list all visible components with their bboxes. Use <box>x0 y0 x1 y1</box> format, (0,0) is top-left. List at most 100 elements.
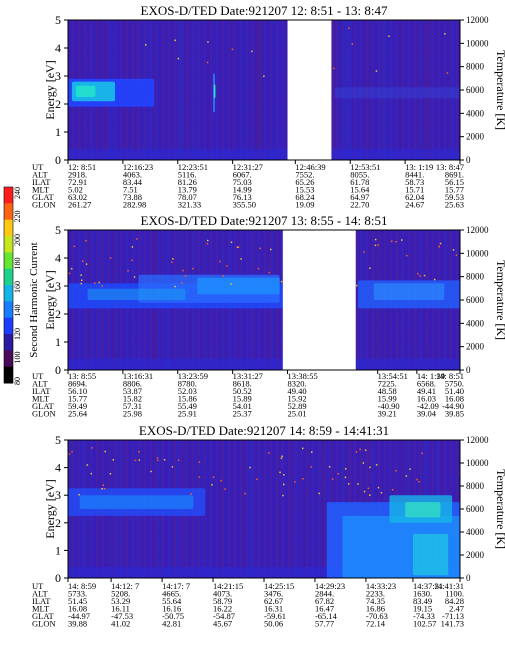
table-row-label: MLT <box>32 394 50 404</box>
noise-streak <box>243 20 246 160</box>
table-cell: 62.67 <box>264 596 283 606</box>
speckle <box>85 239 87 242</box>
speckle <box>163 459 166 461</box>
table-cell: 8441. <box>405 170 424 180</box>
noise-streak <box>208 440 210 578</box>
speckle <box>207 41 209 43</box>
table-cell: 22.70 <box>350 200 369 210</box>
speckle <box>375 70 378 72</box>
noise-streak <box>247 440 250 578</box>
speckle <box>71 450 73 453</box>
y2-tick-label: 8000 <box>466 62 485 72</box>
speckle <box>82 260 84 262</box>
speckle <box>369 466 371 469</box>
noise-streak <box>216 440 218 578</box>
table-cell: 25.98 <box>123 409 142 419</box>
y-tick-label: 1 <box>55 125 61 139</box>
table-cell: 5208. <box>111 589 130 599</box>
noise-streak <box>219 440 223 578</box>
table-cell: 61.78 <box>350 177 369 187</box>
noise-streak <box>321 440 323 578</box>
speckle <box>364 449 367 451</box>
noise-streak <box>241 20 243 160</box>
speckle <box>190 493 192 495</box>
colorbar-label: Second Harmonic Current <box>28 242 40 357</box>
table-cell: 355.50 <box>233 200 256 210</box>
spectrogram-panel: EXOS-D/TED Date:921207 12: 8:51 - 13: 8:… <box>32 3 505 210</box>
speckle <box>102 484 104 486</box>
noise-streak <box>288 440 292 578</box>
table-cell: 50.52 <box>233 386 252 396</box>
table-cell: 65.26 <box>295 177 314 187</box>
y-tick-label: 3 <box>55 69 61 83</box>
table-cell: 42.81 <box>162 619 181 629</box>
speckle <box>207 239 209 242</box>
speckle <box>333 67 335 70</box>
speckle <box>156 457 159 459</box>
speckle <box>374 238 377 241</box>
speckle <box>73 245 76 248</box>
speckle <box>377 244 379 246</box>
table-cell: 12:23:51 <box>178 162 208 172</box>
noise-streak <box>277 20 279 160</box>
speckle <box>406 254 408 257</box>
y-tick-label: 4 <box>55 461 61 475</box>
noise-streak <box>203 20 205 160</box>
table-cell: 7552. <box>295 170 314 180</box>
noise-streak <box>194 20 198 160</box>
table-cell: 76.13 <box>233 192 252 202</box>
spectrogram-panel: EXOS-D/TED Date:921207 13: 8:55 - 14: 8:… <box>32 213 505 419</box>
table-row-label: UT <box>32 581 44 591</box>
speckle <box>357 483 359 485</box>
noise-streak <box>243 440 246 578</box>
speckle <box>331 478 334 480</box>
table-cell: 15.86 <box>178 394 197 404</box>
speckle <box>263 75 265 77</box>
table-cell: 53.29 <box>111 596 130 606</box>
speckle <box>211 484 213 486</box>
table-cell: 15.64 <box>350 185 370 195</box>
speckle <box>455 254 458 256</box>
noise-streak <box>249 440 252 578</box>
table-cell: 39.85 <box>445 409 464 419</box>
table-row-label: UT <box>32 371 44 381</box>
noise-streak <box>177 20 180 160</box>
noise-streak <box>233 20 236 160</box>
table-cell: 4073. <box>213 589 232 599</box>
table-cell: 14:17: 7 <box>162 581 190 591</box>
speckle <box>222 275 224 277</box>
speckle <box>363 490 366 493</box>
table-cell: 15.92 <box>288 394 307 404</box>
noise-streak <box>205 440 207 578</box>
colorbar-segment <box>4 301 13 319</box>
colorbar-tick-label: 140 <box>13 305 22 317</box>
table-cell: -40.90 <box>378 401 400 411</box>
noise-streak <box>238 20 242 160</box>
speckle <box>145 44 147 46</box>
speckle <box>280 457 283 459</box>
y2-tick-label: 8000 <box>466 272 485 282</box>
table-cell: 48.58 <box>378 386 397 396</box>
intensity-region <box>213 84 216 99</box>
low-energy-band <box>68 566 460 578</box>
data-gap <box>282 229 356 371</box>
speckle <box>112 459 114 461</box>
noise-streak <box>305 440 308 578</box>
colorbar-tick-label: 80 <box>13 377 22 385</box>
noise-streak <box>156 20 159 160</box>
table-cell: 73.88 <box>123 192 142 202</box>
speckle <box>184 275 187 277</box>
speckle <box>444 33 446 35</box>
speckle <box>198 461 201 463</box>
y-tick-label: 5 <box>55 13 61 27</box>
intensity-region <box>412 533 449 576</box>
speckle <box>70 267 73 270</box>
table-cell: 45.67 <box>213 619 232 629</box>
noise-streak <box>277 20 279 160</box>
table-cell: 2918. <box>68 170 87 180</box>
table-cell: 39.04 <box>417 409 437 419</box>
table-cell: 5116. <box>178 170 197 180</box>
table-cell: 14: 1:39 <box>417 371 445 381</box>
table-cell: 5733. <box>68 589 87 599</box>
speckle <box>181 282 183 284</box>
